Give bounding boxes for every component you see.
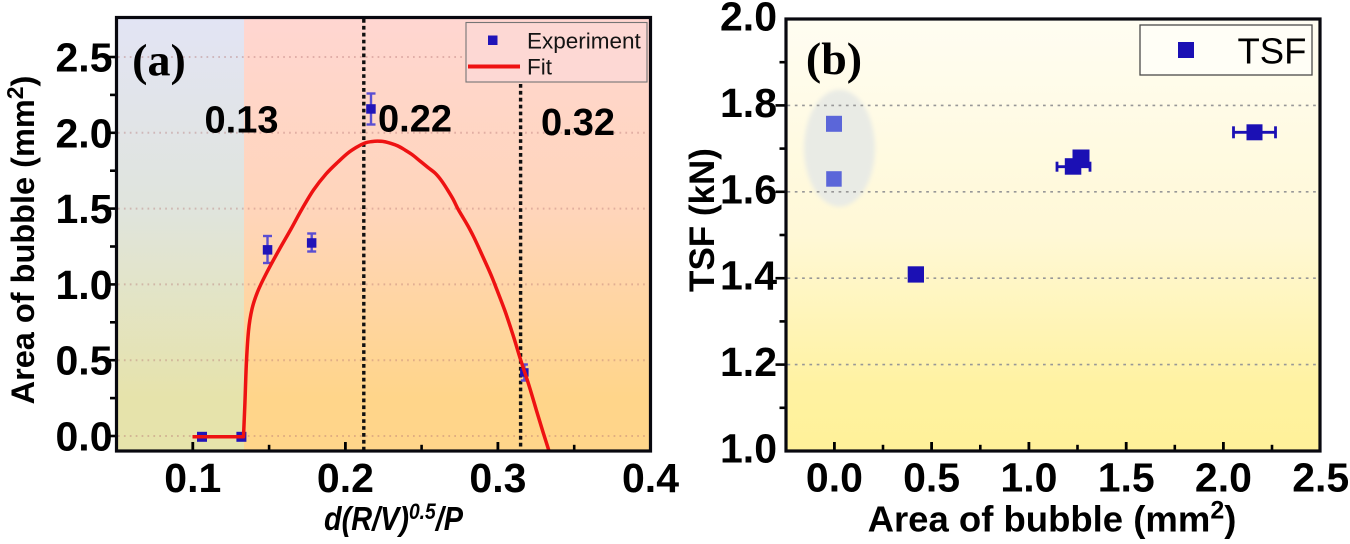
svg-text:Area of bubble (mm2): Area of bubble (mm2): [868, 497, 1237, 540]
svg-text:1.8: 1.8: [720, 80, 777, 126]
svg-text:0.1: 0.1: [164, 455, 221, 501]
svg-text:Experiment: Experiment: [527, 29, 642, 54]
svg-text:d(R/V)0.5/P: d(R/V)0.5/P: [324, 500, 463, 538]
svg-text:0.22: 0.22: [378, 99, 452, 141]
svg-text:0.0: 0.0: [56, 414, 113, 460]
svg-text:1.5: 1.5: [56, 186, 113, 232]
svg-text:2.0: 2.0: [720, 0, 777, 40]
svg-text:2.0: 2.0: [1195, 454, 1252, 500]
svg-text:2.5: 2.5: [1292, 454, 1349, 500]
svg-text:0.0: 0.0: [806, 454, 863, 500]
svg-text:(b): (b): [806, 33, 862, 84]
svg-text:Fit: Fit: [527, 55, 553, 80]
svg-text:0.4: 0.4: [622, 455, 679, 501]
svg-text:0.3: 0.3: [469, 455, 526, 501]
svg-text:1.2: 1.2: [720, 339, 777, 385]
svg-text:0.13: 0.13: [205, 100, 279, 142]
svg-text:Area of bubble (mm2): Area of bubble (mm2): [2, 76, 41, 405]
svg-text:0.2: 0.2: [317, 455, 374, 501]
svg-text:1.4: 1.4: [720, 253, 777, 299]
svg-text:1.5: 1.5: [1098, 454, 1155, 500]
svg-text:2.0: 2.0: [56, 110, 113, 156]
svg-text:0.32: 0.32: [541, 102, 615, 144]
svg-text:(a): (a): [132, 35, 186, 86]
svg-text:1.6: 1.6: [720, 166, 777, 212]
svg-text:1.0: 1.0: [720, 426, 777, 472]
svg-text:TSF (kN): TSF (kN): [683, 148, 722, 292]
svg-text:TSF: TSF: [1238, 30, 1307, 71]
svg-text:1.0: 1.0: [1000, 454, 1057, 500]
svg-text:2.5: 2.5: [56, 35, 113, 81]
svg-text:0.5: 0.5: [56, 338, 113, 384]
svg-text:1.0: 1.0: [56, 262, 113, 308]
svg-text:0.5: 0.5: [903, 454, 960, 500]
